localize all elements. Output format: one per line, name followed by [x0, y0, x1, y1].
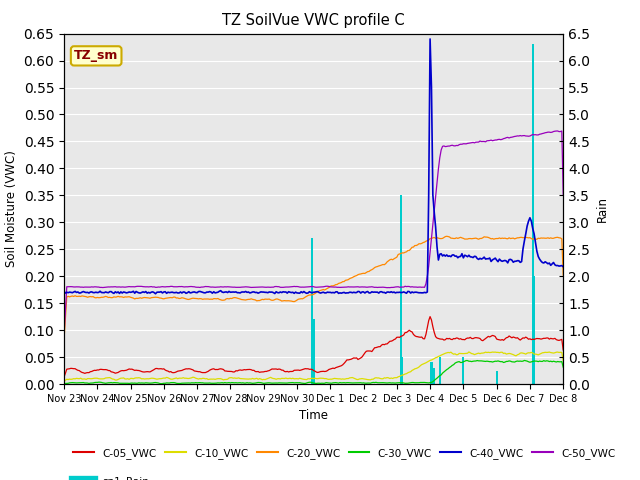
- Text: TZ_sm: TZ_sm: [74, 49, 118, 62]
- Y-axis label: Soil Moisture (VWC): Soil Moisture (VWC): [5, 150, 18, 267]
- Bar: [400, 195, 402, 384]
- Legend: sp1_Rain: sp1_Rain: [69, 471, 154, 480]
- Bar: [462, 357, 465, 384]
- Bar: [533, 276, 535, 384]
- Bar: [532, 44, 534, 384]
- Bar: [311, 239, 313, 384]
- Bar: [495, 371, 498, 384]
- Bar: [439, 357, 441, 384]
- Bar: [431, 362, 433, 384]
- Title: TZ SoilVue VWC profile C: TZ SoilVue VWC profile C: [222, 13, 405, 28]
- X-axis label: Time: Time: [299, 409, 328, 422]
- Bar: [312, 319, 315, 384]
- Y-axis label: Rain: Rain: [596, 196, 609, 222]
- Bar: [401, 357, 403, 384]
- Bar: [433, 368, 435, 384]
